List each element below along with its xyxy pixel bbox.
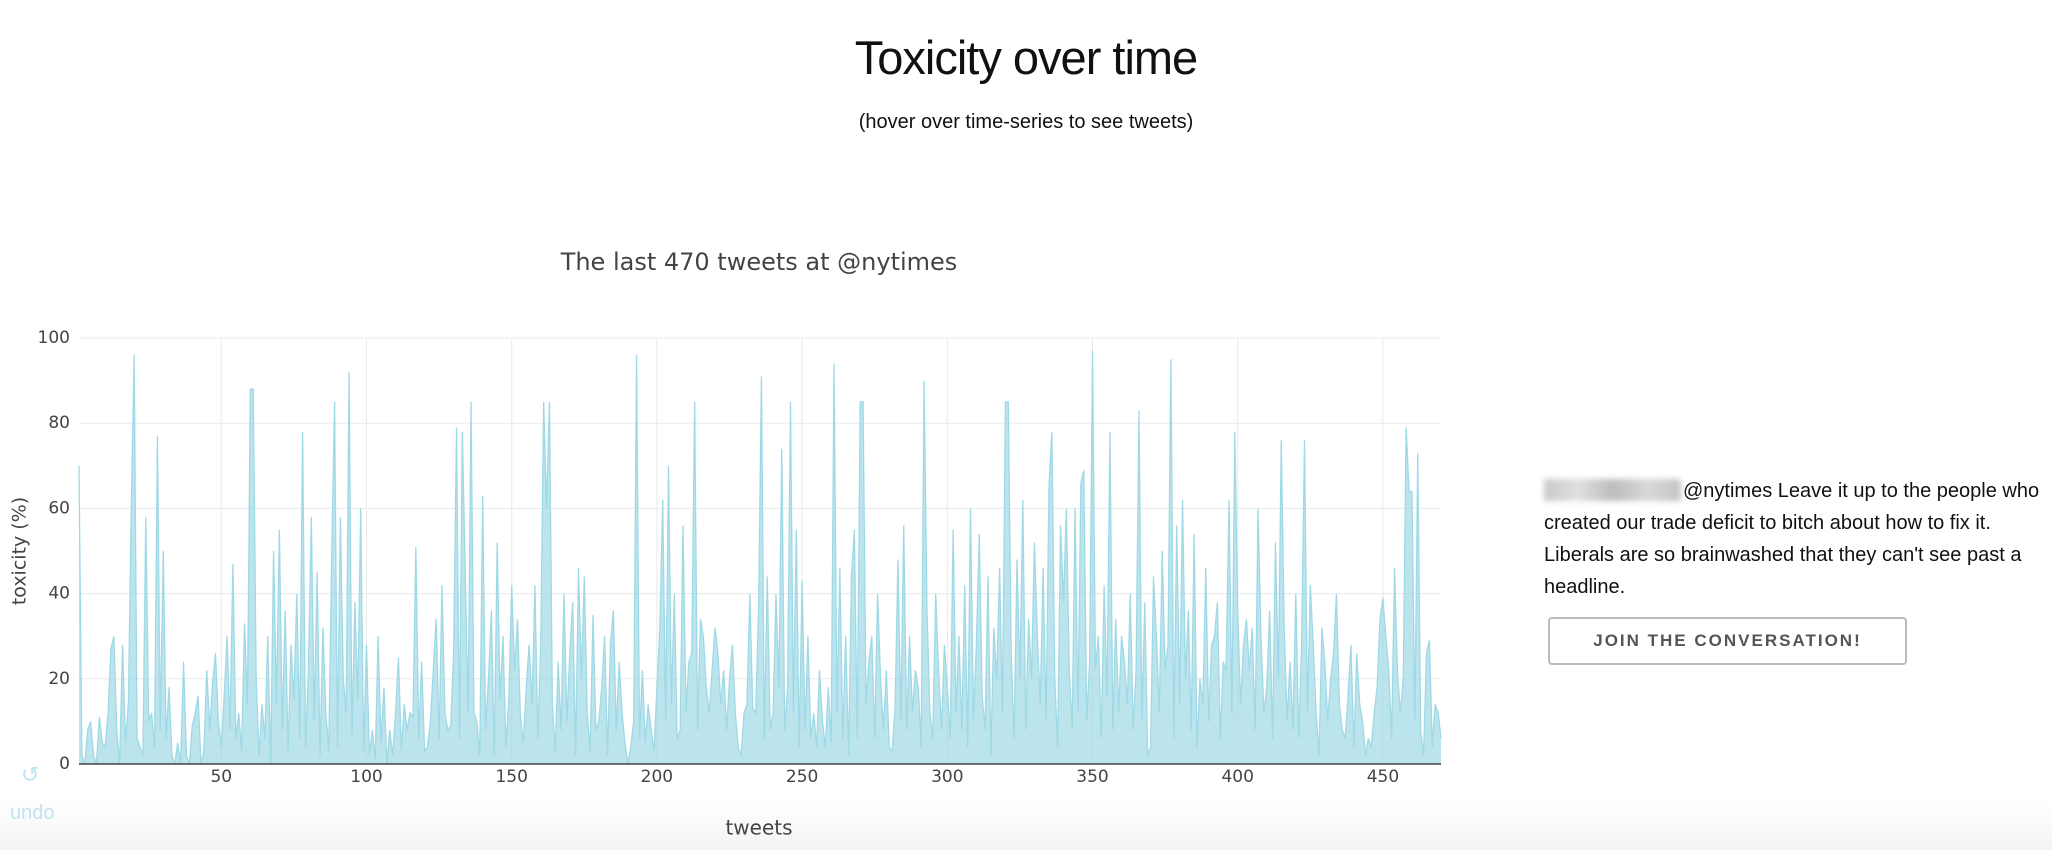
y-axis-label: toxicity (%) — [9, 497, 31, 605]
x-tick-label: 450 — [1367, 767, 1399, 787]
tweet-text: @nytimes Leave it up to the people who c… — [1544, 475, 2044, 603]
page-title: Toxicity over time — [854, 31, 1198, 84]
x-tick-label: 350 — [1076, 767, 1108, 787]
x-tick-label: 100 — [350, 767, 382, 787]
y-tick-label: 0 — [59, 754, 70, 774]
blurred-username — [1544, 479, 1681, 501]
x-tick-label: 200 — [641, 767, 673, 787]
y-tick-label: 60 — [48, 498, 70, 518]
chart-title: The last 470 tweets at @nytimes — [560, 248, 958, 276]
y-tick-label: 80 — [48, 413, 70, 433]
page-subtitle: (hover over time-series to see tweets) — [858, 111, 1194, 133]
x-tick-label: 150 — [495, 767, 527, 787]
y-tick-label: 20 — [48, 669, 70, 689]
chart[interactable]: The last 470 tweets at @nytimes tweets t… — [0, 0, 1500, 850]
join-button[interactable]: JOIN THE CONVERSATION! — [1548, 617, 1907, 665]
y-tick-label: 100 — [38, 328, 70, 348]
x-tick-label: 250 — [786, 767, 818, 787]
area-line — [78, 350, 1442, 765]
area-fill — [79, 350, 1441, 764]
y-tick-label: 40 — [48, 584, 70, 604]
undo-icon[interactable]: ↺ — [21, 762, 40, 787]
x-tick-label: 400 — [1221, 767, 1253, 787]
x-tick-label: 300 — [931, 767, 963, 787]
x-axis-label: tweets — [725, 816, 792, 840]
bottom-band — [0, 800, 2052, 850]
undo-label[interactable]: undo — [10, 802, 55, 824]
tweet-body: @nytimes Leave it up to the people who c… — [1544, 480, 2040, 598]
x-tick-label: 50 — [210, 767, 232, 787]
